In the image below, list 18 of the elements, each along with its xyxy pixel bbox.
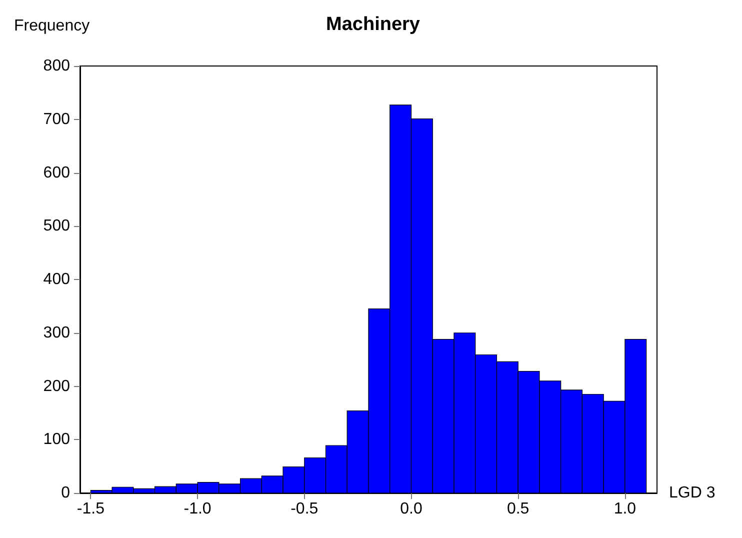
y-tick-label: 200 bbox=[43, 378, 70, 395]
x-tick-label: 0.5 bbox=[506, 500, 530, 518]
y-tick-label: 700 bbox=[43, 110, 70, 128]
x-axis-title: LGD 3 bbox=[669, 484, 716, 502]
x-tick-label: -1.5 bbox=[76, 500, 105, 518]
chart-title: Machinery bbox=[326, 14, 420, 35]
x-tick-label: 1.0 bbox=[614, 500, 636, 518]
y-axis-title: Frequency bbox=[14, 18, 90, 34]
y-tick-label: 800 bbox=[43, 58, 70, 74]
y-tick-label: 400 bbox=[43, 271, 70, 288]
x-tick-label: 0.0 bbox=[400, 500, 422, 518]
y-tick-label: 100 bbox=[43, 431, 70, 448]
x-tick-label: -0.5 bbox=[290, 500, 318, 518]
y-tick-label: 300 bbox=[43, 324, 70, 342]
x-tick-label: -1.0 bbox=[184, 500, 212, 518]
y-tick-label: 600 bbox=[43, 164, 70, 182]
y-tick-label: 0 bbox=[61, 484, 70, 502]
y-tick-label: 500 bbox=[43, 218, 70, 235]
